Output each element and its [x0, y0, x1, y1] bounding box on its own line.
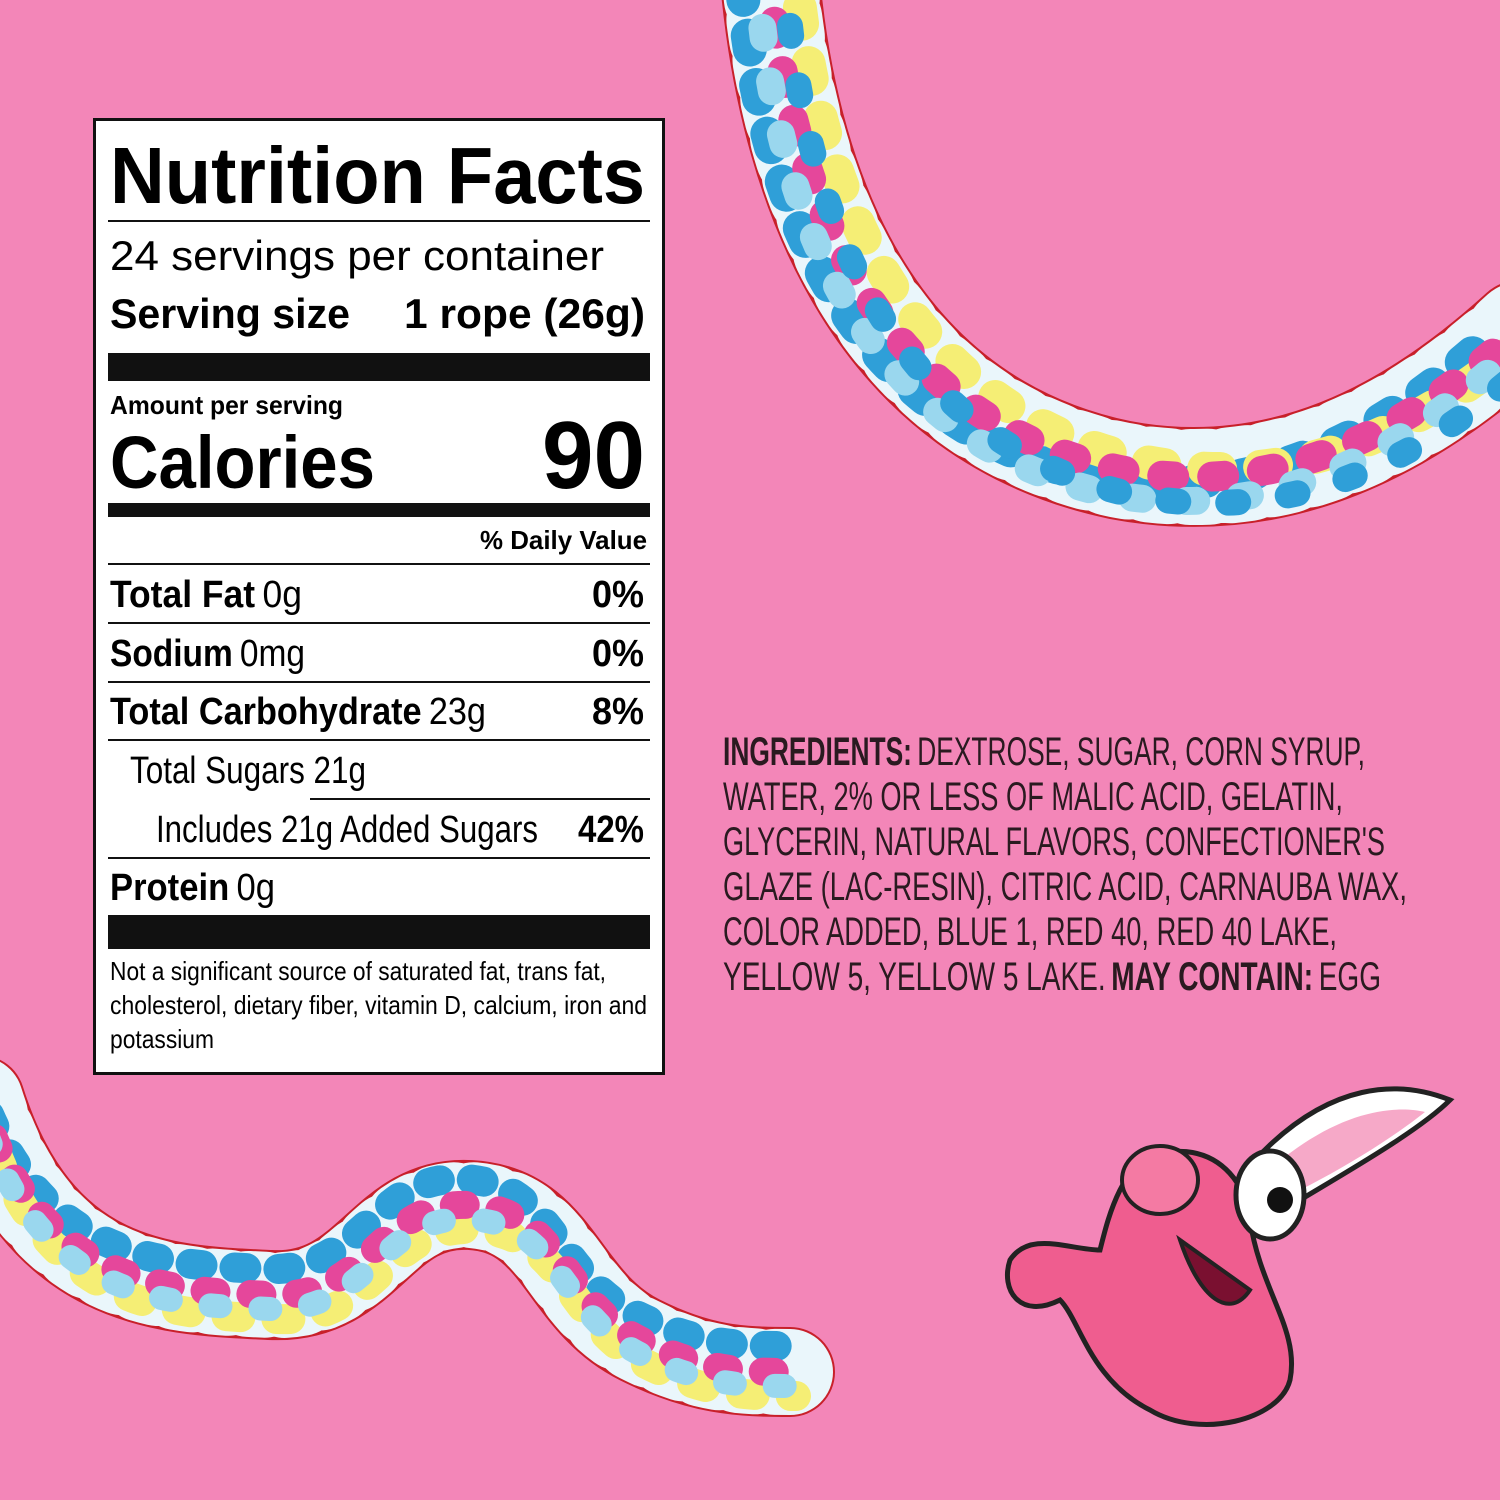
title: Nutrition Facts [110, 131, 645, 220]
label-box [93, 118, 665, 1075]
daily-value-header: % Daily Value [480, 525, 647, 555]
footnote-line: cholesterol, dietary fiber, vitamin D, c… [110, 990, 647, 1020]
ingredients-text: DEXTROSE, SUGAR, CORN SYRUP, [917, 730, 1365, 774]
ingredients-label: INGREDIENTS: [723, 730, 912, 774]
pupil [1267, 1187, 1293, 1213]
nutrient-name: Total Carbohydrate [110, 691, 422, 733]
nutrient-amount: 0g [236, 867, 275, 909]
nutrient-amount: Total Sugars 21g [130, 750, 366, 792]
amount-per-serving: Amount per serving [110, 390, 343, 420]
ingredients-line: WATER, 2% OR LESS OF MALIC ACID, GELATIN… [723, 775, 1343, 819]
calories-label: Calories [110, 421, 375, 504]
nutrient-row: Total Fat0g [110, 574, 302, 616]
thick-bar [108, 353, 650, 381]
footnote-line: potassium [110, 1024, 214, 1054]
nutrient-row: Sodium0mg [110, 633, 305, 675]
nutrient-dv: 0% [592, 574, 644, 616]
nutrient-amount: 0mg [240, 633, 305, 675]
mouth [1176, 1234, 1253, 1306]
servings: 24 servings per container [110, 232, 604, 279]
may-contain: EGG [1319, 955, 1381, 999]
mascot [1004, 1086, 1455, 1427]
nutrient-amount: Includes 21g Added Sugars [156, 809, 538, 851]
medium-bar [108, 503, 650, 517]
serving-size-label: Serving size [110, 290, 350, 337]
nutrient-name: Protein [110, 867, 229, 909]
ingredients-line: GLYCERIN, NATURAL FLAVORS, CONFECTIONER'… [723, 820, 1385, 864]
nutrient-row: Protein0g [110, 867, 275, 909]
ingredients-text: YELLOW 5, YELLOW 5 LAKE. [723, 955, 1106, 999]
nutrient-amount: 23g [429, 691, 486, 733]
nose [1120, 1144, 1200, 1216]
nutrient-name: Sodium [110, 633, 233, 675]
ingredients: INGREDIENTS:DEXTROSE, SUGAR, CORN SYRUP,… [723, 730, 1407, 999]
nutrient-dv: 8% [592, 691, 644, 733]
ingredients-line: GLAZE (LAC-RESIN), CITRIC ACID, CARNAUBA… [723, 865, 1407, 909]
may-contain-label: MAY CONTAIN: [1111, 955, 1313, 999]
nutrient-dv: 0% [592, 633, 644, 675]
footnote-line: Not a significant source of saturated fa… [110, 956, 606, 986]
ingredients-line: YELLOW 5, YELLOW 5 LAKE.MAY CONTAIN:EGG [723, 955, 1381, 999]
calories-value: 90 [542, 402, 645, 509]
nutrient-row: Total Carbohydrate23g [110, 691, 486, 733]
nutrient-dv: 42% [578, 809, 644, 851]
nutrient-name: Total Fat [110, 574, 255, 616]
nutrition-label: Nutrition Facts 24 servings per containe… [93, 118, 665, 1075]
nutrient-amount: 0g [263, 574, 302, 616]
serving-size-value: 1 rope (26g) [404, 290, 645, 337]
thick-bar [108, 915, 650, 949]
ingredients-line: COLOR ADDED, BLUE 1, RED 40, RED 40 LAKE… [723, 910, 1337, 954]
ingredients-line: INGREDIENTS:DEXTROSE, SUGAR, CORN SYRUP, [723, 730, 1365, 774]
ear-inner [1275, 1109, 1425, 1190]
